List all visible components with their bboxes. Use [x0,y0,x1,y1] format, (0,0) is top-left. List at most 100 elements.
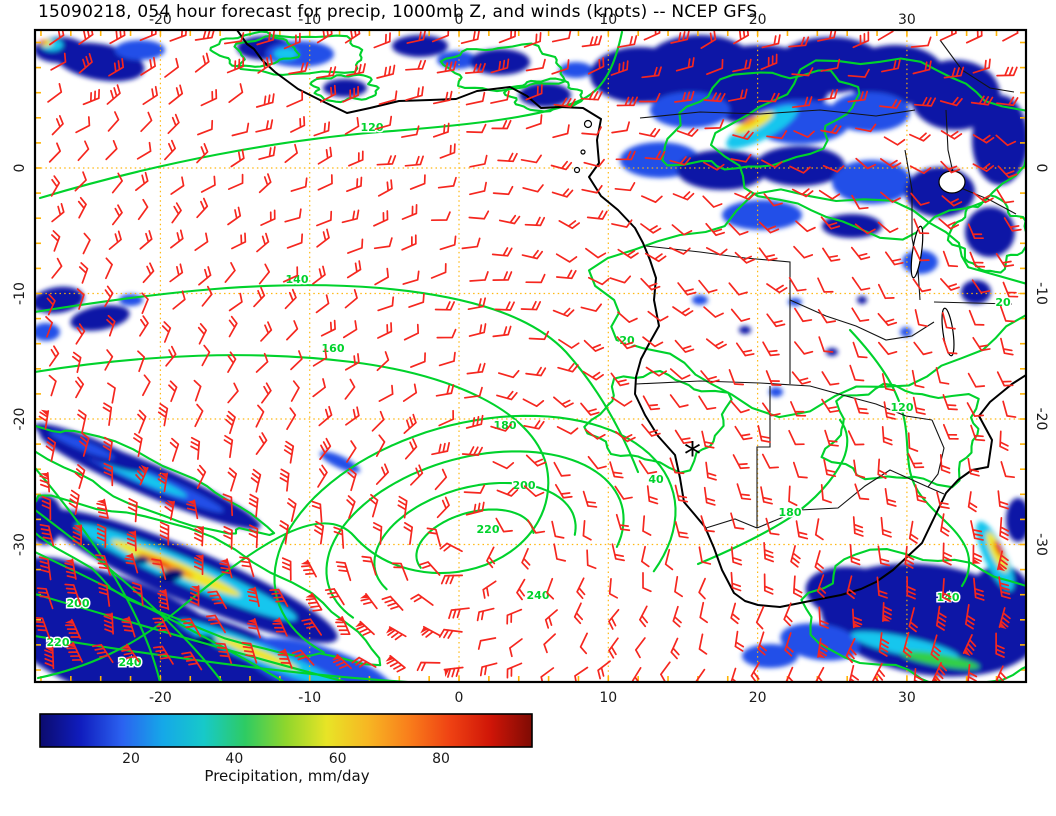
wind-barb [645,366,667,377]
wind-barb [248,524,259,549]
country-border [939,39,1015,93]
wind-barb [313,121,331,137]
precip-blob [133,556,149,564]
wind-barb [522,184,544,193]
wind-barb [766,130,788,140]
wind-barb [316,228,330,248]
wind-barb [107,382,116,404]
height-contour [273,414,677,654]
island-bioko [583,119,593,129]
wind-barb [1000,337,1014,356]
wind-barb [48,142,61,163]
wind-barb [41,495,52,521]
lat-tick-label: -30 [1033,533,1049,556]
wind-barb [520,300,542,311]
wind-barb [45,315,54,338]
wind-barb [78,53,93,74]
wind-barb [157,472,169,493]
wind-barb [913,96,937,107]
wind-barb [75,116,91,134]
wind-barb [96,498,109,519]
wind-barb [194,232,209,252]
wind-barb [750,661,760,681]
wind-barb [317,146,333,165]
wind-barb [410,464,424,486]
height-contour [36,354,550,680]
wind-barb [705,247,728,256]
precip-contour [309,73,380,104]
wind-barb [346,176,363,193]
wind-barb [103,612,114,635]
wind-barb [378,90,398,106]
wind-barb [821,371,840,386]
wind-barb [732,58,752,73]
wind-barb [852,31,870,49]
wind-barb [403,413,417,434]
wind-barb [133,432,143,457]
wind-barb [793,130,815,138]
wind-barb [972,544,982,565]
wind-barb [102,402,113,426]
grid-edge-ticks [36,31,1025,681]
wind-barb [495,517,513,533]
wind-barb [638,127,661,138]
wind-barb [286,233,304,249]
wind-barb [638,92,661,103]
wind-barb [320,319,336,337]
wind-barb [227,206,242,226]
wind-barb [878,631,890,657]
wind-barb [791,67,814,77]
wind-barb [942,337,958,355]
wind-barb [374,115,393,130]
wind-barb [106,314,116,337]
wind-barb [540,667,555,681]
wind-barb [410,352,426,368]
wind-barb [401,204,418,220]
wind-barb [438,351,456,367]
wind-barb [909,132,931,142]
wind-barb [39,523,55,547]
wind-barb [790,401,807,417]
wind-barb [525,454,547,467]
wind-barb [553,461,571,477]
wind-barb [260,321,273,342]
wind-barb [551,59,570,75]
wind-barb [523,32,542,48]
country-border [705,518,758,529]
wind-barb [258,263,270,285]
wind-barb [791,188,814,198]
wind-barb [813,666,825,681]
wind-barb [644,150,666,161]
wind-barb [287,498,297,522]
wind-barb [159,521,170,546]
wind-barb [255,119,274,133]
wind-barb [92,643,114,664]
wind-barb [996,371,1014,387]
wind-barb [557,363,579,373]
wind-barb [139,315,149,337]
axis-labels: -20 -20 -10 -10 0 0 10 10 20 20 30 30 0 0 -10 -10 -20 -20… [12,12,1049,706]
wind-barb [255,352,269,373]
wind-barb [999,430,1009,451]
wind-barb [435,384,455,397]
wind-barb [222,493,234,517]
precip-blob [769,387,783,397]
wind-barb [50,52,67,71]
precip-blob [40,40,46,44]
precip-blob [832,160,912,204]
wind-barb [792,575,803,598]
wind-barb [611,396,633,407]
country-border [635,380,847,397]
contour-label: 220 [477,523,500,536]
country-border [756,386,771,528]
wind-barb [227,173,244,190]
wind-barb [76,288,85,310]
wind-barb [64,558,77,580]
wind-barb [877,312,898,327]
wind-barb [758,221,780,234]
wind-barb [258,146,276,161]
wind-barb [408,292,425,308]
wind-barb [998,576,1011,600]
wind-barb [846,575,856,600]
